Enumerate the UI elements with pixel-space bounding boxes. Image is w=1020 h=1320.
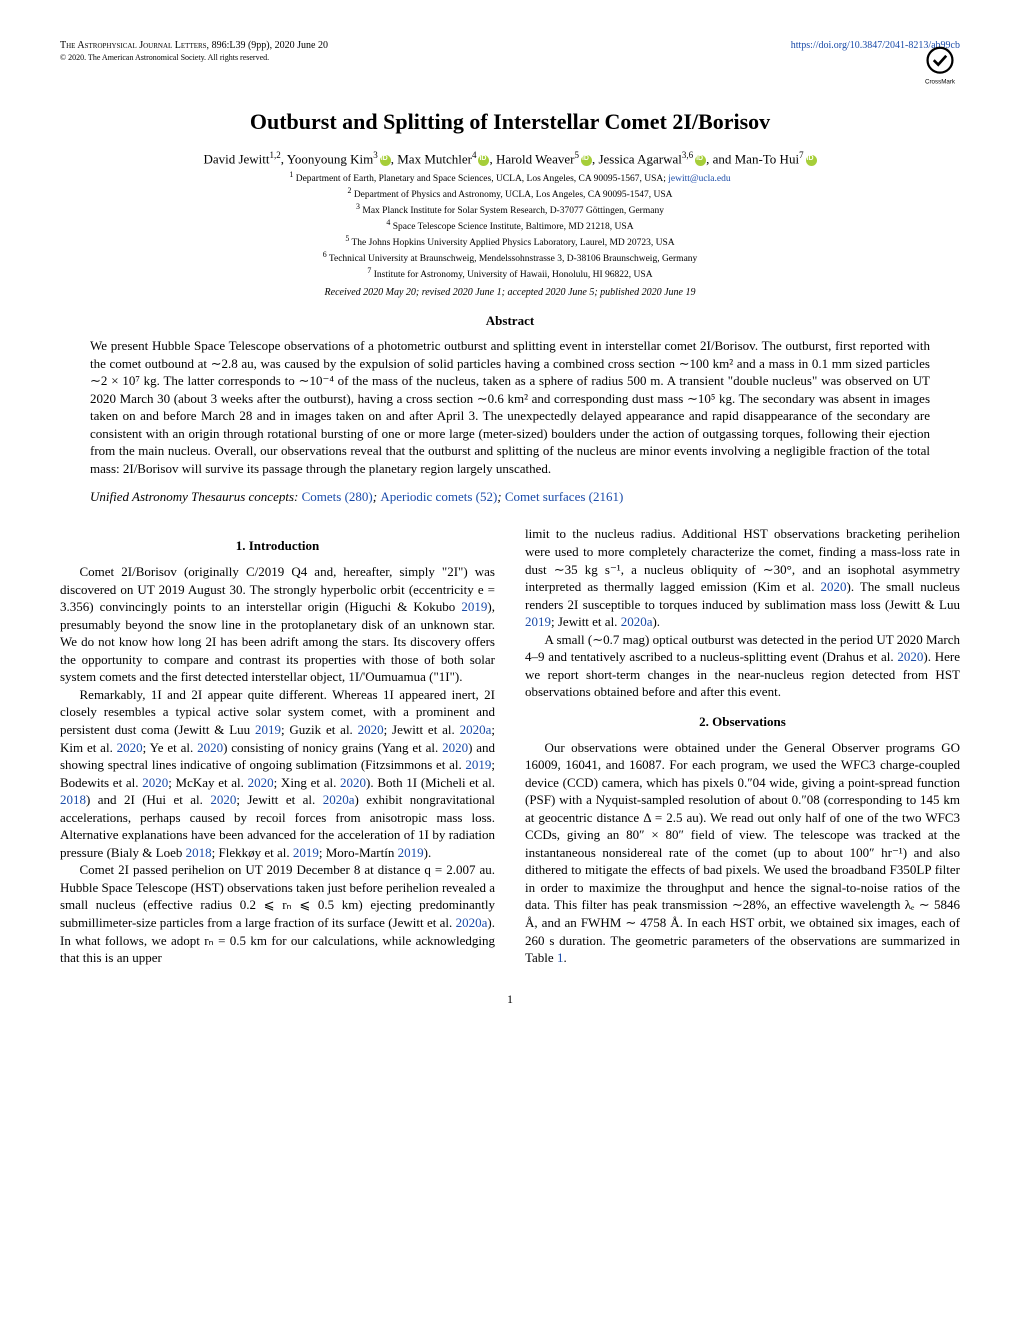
publication-dates: Received 2020 May 20; revised 2020 June … xyxy=(60,287,960,298)
paragraph: A small (∼0.7 mag) optical outburst was … xyxy=(525,631,960,701)
right-column: limit to the nucleus radius. Additional … xyxy=(525,525,960,966)
copyright: © 2020. The American Astronomical Societ… xyxy=(60,53,328,62)
citation-year[interactable]: 2020 xyxy=(820,579,846,594)
concept-link[interactable]: Aperiodic comets (52) xyxy=(380,489,497,504)
citation-year[interactable]: 2020a xyxy=(323,792,355,807)
citation-year[interactable]: 2020 xyxy=(340,775,366,790)
citation-year[interactable]: 2019 xyxy=(461,599,487,614)
citation-year[interactable]: 2019 xyxy=(255,722,281,737)
paragraph: limit to the nucleus radius. Additional … xyxy=(525,525,960,630)
concept-link[interactable]: Comet surfaces (2161) xyxy=(505,489,623,504)
concepts-label: Unified Astronomy Thesaurus concepts: xyxy=(90,489,298,504)
citation-year[interactable]: 2020 xyxy=(897,649,923,664)
author-list: David Jewitt1,2, Yoonyoung Kim3, Max Mut… xyxy=(60,150,960,167)
affiliations: 1 Department of Earth, Planetary and Spa… xyxy=(60,170,960,282)
citation-year[interactable]: 2019 xyxy=(398,845,424,860)
paragraph: Comet 2I passed perihelion on UT 2019 De… xyxy=(60,861,495,966)
citation-year[interactable]: 2020 xyxy=(442,740,468,755)
citation-year[interactable]: 2020a xyxy=(460,722,492,737)
citation-year[interactable]: 2020 xyxy=(117,740,143,755)
journal-name: The Astrophysical Journal Letters, xyxy=(60,40,209,51)
citation-year[interactable]: 2020 xyxy=(248,775,274,790)
body-columns: 1. Introduction Comet 2I/Borisov (origin… xyxy=(60,525,960,966)
citation-year[interactable]: 2020 xyxy=(358,722,384,737)
doi-block: https://doi.org/10.3847/2041-8213/ab99cb… xyxy=(791,40,960,89)
left-column: 1. Introduction Comet 2I/Borisov (origin… xyxy=(60,525,495,966)
section-heading: 1. Introduction xyxy=(60,537,495,555)
article-title: Outburst and Splitting of Interstellar C… xyxy=(60,109,960,135)
citation-year[interactable]: 2019 xyxy=(465,757,491,772)
abstract-heading: Abstract xyxy=(60,313,960,329)
section-heading: 2. Observations xyxy=(525,713,960,731)
concept-link[interactable]: Comets (280) xyxy=(302,489,373,504)
citation-year[interactable]: 2020a xyxy=(456,915,488,930)
citation-year[interactable]: 2019 xyxy=(525,614,551,629)
citation-year[interactable]: 2018 xyxy=(186,845,212,860)
paragraph: Our observations were obtained under the… xyxy=(525,739,960,967)
journal-block: The Astrophysical Journal Letters, 896:L… xyxy=(60,40,328,62)
page-header: The Astrophysical Journal Letters, 896:L… xyxy=(60,40,960,89)
thesaurus-concepts: Unified Astronomy Thesaurus concepts: Co… xyxy=(90,489,930,505)
citation-year[interactable]: 2019 xyxy=(293,845,319,860)
citation-year[interactable]: 2020 xyxy=(197,740,223,755)
paragraph: Comet 2I/Borisov (originally C/2019 Q4 a… xyxy=(60,563,495,686)
citation-year[interactable]: 2018 xyxy=(60,792,86,807)
page-number: 1 xyxy=(60,992,960,1007)
citation-year[interactable]: 2020 xyxy=(142,775,168,790)
paragraph: Remarkably, 1I and 2I appear quite diffe… xyxy=(60,686,495,861)
citation-year[interactable]: 2020 xyxy=(210,792,236,807)
crossmark-icon[interactable]: CrossMark xyxy=(791,46,960,89)
citation-year[interactable]: 2020a xyxy=(621,614,653,629)
svg-text:CrossMark: CrossMark xyxy=(925,78,956,85)
citation: 896:L39 (9pp), 2020 June 20 xyxy=(212,40,328,51)
abstract-text: We present Hubble Space Telescope observ… xyxy=(90,337,930,477)
